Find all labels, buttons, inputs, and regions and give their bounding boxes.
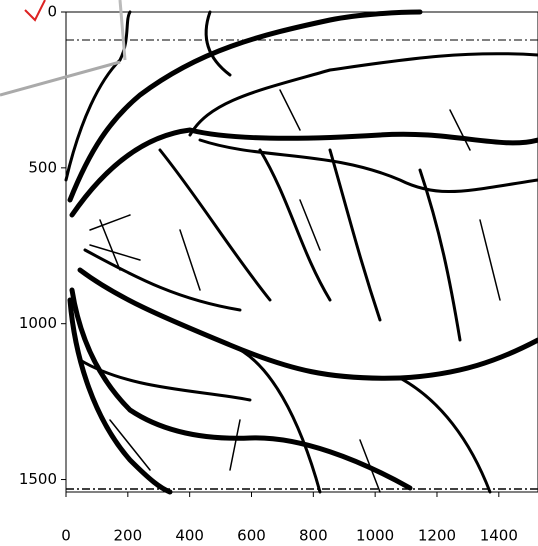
- y-tick-label: 0: [47, 3, 57, 21]
- x-tick-label: 400: [175, 527, 204, 545]
- y-tick-label: 1500: [19, 470, 57, 488]
- x-tick-label: 1000: [356, 527, 394, 545]
- x-tick-label: 200: [114, 527, 143, 545]
- y-tick-label: 500: [28, 158, 57, 176]
- x-tick-label: 800: [299, 527, 328, 545]
- x-tick-label: 1200: [418, 527, 456, 545]
- x-tick-label: 1400: [480, 527, 518, 545]
- vessel-image: [66, 12, 538, 492]
- y-tick-label: 1000: [19, 314, 57, 332]
- x-tick-label: 0: [61, 527, 71, 545]
- x-tick-label: 600: [237, 527, 266, 545]
- chart: 0 200 400 600 800 1000 1200 1400 0 500 1000 1500: [0, 0, 538, 546]
